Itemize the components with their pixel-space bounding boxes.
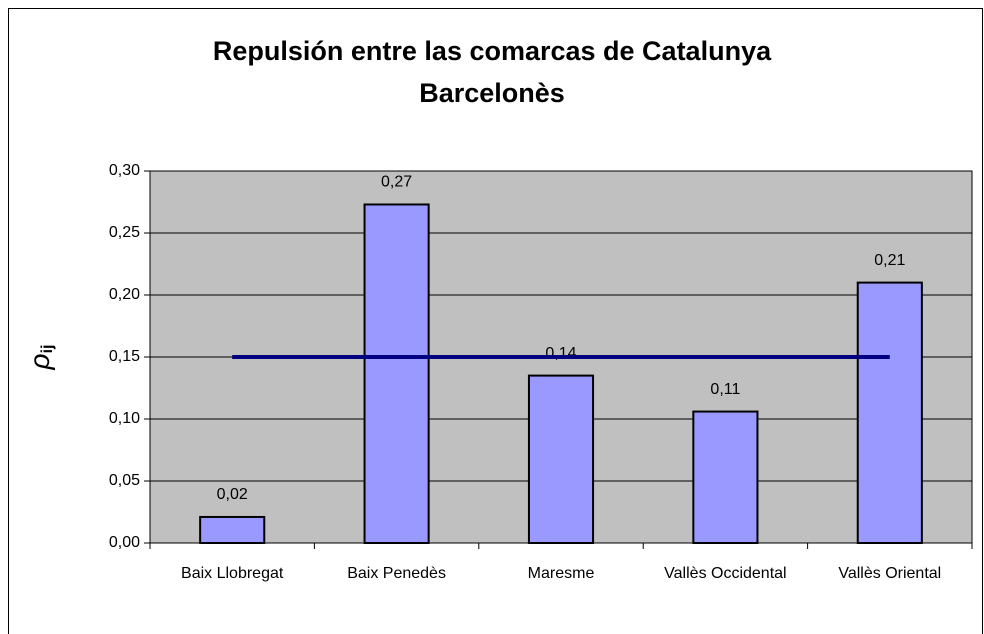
plot-border (149, 170, 973, 544)
y-tick-label: 0,30 (109, 162, 140, 179)
x-tick-label: Baix Llobregat (181, 565, 284, 582)
y-label-subscript: ij (39, 345, 56, 354)
chart-subtitle: Barcelonès (419, 78, 565, 108)
y-tick-label: 0,10 (109, 410, 140, 427)
y-tick-label: 0,00 (109, 534, 140, 551)
y-label-symbol: ρ (24, 353, 55, 370)
x-tick-label: Vallès Oriental (838, 565, 942, 582)
y-tick-label: 0,05 (109, 472, 140, 489)
x-tick-label: Baix Penedès (347, 565, 446, 582)
data-label: 0,14 (545, 345, 576, 362)
y-tick-label: 0,25 (109, 224, 140, 241)
chart-title: Repulsión entre las comarcas de Cataluny… (212, 36, 772, 66)
x-tick-label: Maresme (527, 565, 595, 582)
bar (527, 374, 595, 544)
y-axis-label: ρij (24, 345, 56, 371)
bar (692, 410, 759, 544)
y-tick-label: 0,20 (109, 286, 140, 303)
data-label: 0,21 (874, 252, 905, 269)
y-tick-label: 0,15 (109, 348, 140, 365)
x-tick-label: Vallès Occidental (664, 565, 787, 582)
bar (363, 203, 430, 544)
data-label: 0,11 (710, 381, 740, 398)
bar (856, 281, 923, 544)
data-label: 0,27 (381, 174, 412, 191)
bar (199, 515, 266, 545)
data-label: 0,02 (217, 486, 248, 503)
